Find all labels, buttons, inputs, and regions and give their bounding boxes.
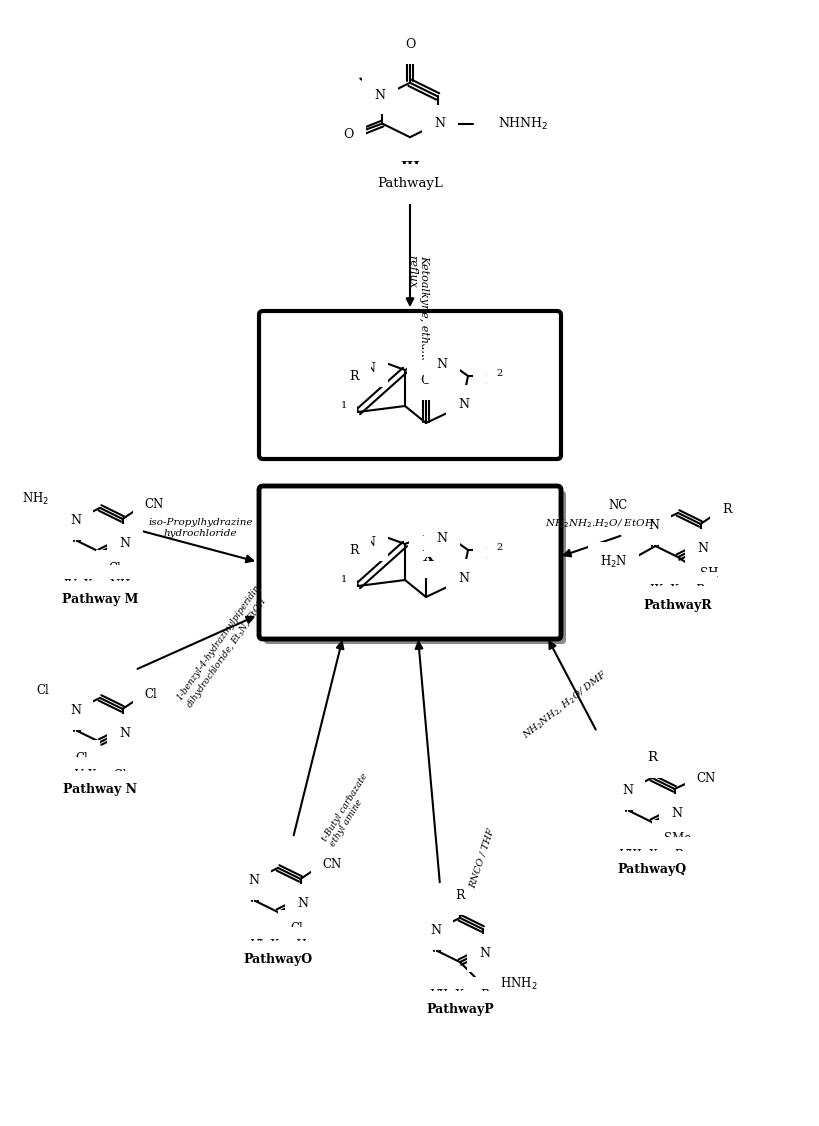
Text: 2: 2 <box>496 368 503 377</box>
Text: N: N <box>622 785 632 797</box>
Text: R: R <box>485 375 494 387</box>
Text: Pathway N: Pathway N <box>63 784 137 796</box>
Text: N: N <box>436 531 447 545</box>
Text: R: R <box>349 369 359 383</box>
Text: NHNH$_2$: NHNH$_2$ <box>497 116 547 132</box>
Text: iso-Propylhydrazine
hydrochloride: iso-Propylhydrazine hydrochloride <box>148 518 252 538</box>
Text: Cl: Cl <box>37 685 49 697</box>
Text: NH$_2$: NH$_2$ <box>22 491 49 507</box>
Text: RNCO / THF: RNCO / THF <box>468 826 495 890</box>
Text: Pathway M: Pathway M <box>61 593 138 607</box>
Text: H$_2$N: H$_2$N <box>599 554 627 570</box>
Text: R: R <box>331 392 341 404</box>
Text: X: X <box>422 549 433 564</box>
Text: Cl: Cl <box>108 562 120 574</box>
Text: N: N <box>374 89 385 101</box>
Text: NC: NC <box>608 500 627 512</box>
Text: N: N <box>336 379 347 393</box>
Text: PathwayP: PathwayP <box>426 1003 493 1017</box>
Text: N: N <box>247 875 259 887</box>
Text: NH$_2$NH$_2$, H$_2$O/ DMF: NH$_2$NH$_2$, H$_2$O/ DMF <box>519 668 609 742</box>
Text: III: III <box>400 161 419 175</box>
Text: N: N <box>458 572 469 584</box>
Text: N: N <box>434 117 445 131</box>
FancyBboxPatch shape <box>264 491 565 644</box>
Text: PathwayR: PathwayR <box>643 599 712 611</box>
Text: 1: 1 <box>341 402 346 411</box>
Text: SH: SH <box>699 566 717 580</box>
Text: N: N <box>70 705 81 717</box>
Text: N: N <box>336 554 347 566</box>
Text: CN: CN <box>322 858 342 872</box>
Text: O: O <box>420 374 431 386</box>
Text: NHNH$_2$: NHNH$_2$ <box>490 976 537 992</box>
Text: N: N <box>458 397 469 411</box>
Text: 2: 2 <box>496 543 503 552</box>
Text: PathwayL: PathwayL <box>377 178 442 190</box>
Text: 1-benzyl-4-hydrazinylpiperidine
dihydrochloride, Et$_3$N, EtOH: 1-benzyl-4-hydrazinylpiperidine dihydroc… <box>174 579 277 711</box>
Text: N: N <box>436 357 447 370</box>
Text: R: R <box>722 503 731 517</box>
FancyBboxPatch shape <box>259 311 560 459</box>
Text: O: O <box>342 128 353 141</box>
Text: N: N <box>119 726 130 740</box>
Text: VIII, X = R: VIII, X = R <box>619 849 684 861</box>
Text: N: N <box>296 896 308 910</box>
Text: N: N <box>429 924 441 938</box>
Text: N: N <box>647 519 658 533</box>
Text: R: R <box>455 890 464 902</box>
Text: N: N <box>364 361 375 375</box>
Text: Cl: Cl <box>290 921 302 935</box>
Text: SMe: SMe <box>663 832 690 844</box>
Text: R: R <box>349 544 359 556</box>
Text: CN: CN <box>144 499 164 511</box>
Text: 1: 1 <box>341 575 346 584</box>
Text: R: R <box>646 751 656 765</box>
Text: PathwayO: PathwayO <box>243 954 312 966</box>
Text: N: N <box>119 537 130 549</box>
FancyBboxPatch shape <box>259 486 560 638</box>
Text: NH$_2$NH$_2$.H$_2$O/ EtOH: NH$_2$NH$_2$.H$_2$O/ EtOH <box>544 518 654 530</box>
Text: Cl: Cl <box>144 688 157 701</box>
Text: CN: CN <box>695 772 715 786</box>
Text: VII, X = R: VII, X = R <box>429 989 490 1001</box>
Text: O: O <box>405 38 414 52</box>
Text: PathwayQ: PathwayQ <box>617 864 686 876</box>
Text: IV, X = NH$_2$: IV, X = NH$_2$ <box>63 578 137 592</box>
Text: N: N <box>70 515 81 527</box>
Text: N: N <box>696 542 707 554</box>
Text: Cl: Cl <box>75 751 88 765</box>
Text: N: N <box>478 947 490 959</box>
Text: V, X = Cl: V, X = Cl <box>74 769 126 781</box>
Text: t-Butyl carbazate
ethyl amine: t-Butyl carbazate ethyl amine <box>319 771 378 848</box>
Text: VI, X = H: VI, X = H <box>249 938 306 951</box>
Text: N: N <box>364 536 375 548</box>
Text: Ketoalkyne, ethanol,
reflux: Ketoalkyne, ethanol, reflux <box>407 254 428 370</box>
Text: R: R <box>485 548 494 562</box>
Text: IX, X = R: IX, X = R <box>649 583 705 597</box>
Text: N: N <box>670 806 681 820</box>
Text: R: R <box>331 565 341 579</box>
